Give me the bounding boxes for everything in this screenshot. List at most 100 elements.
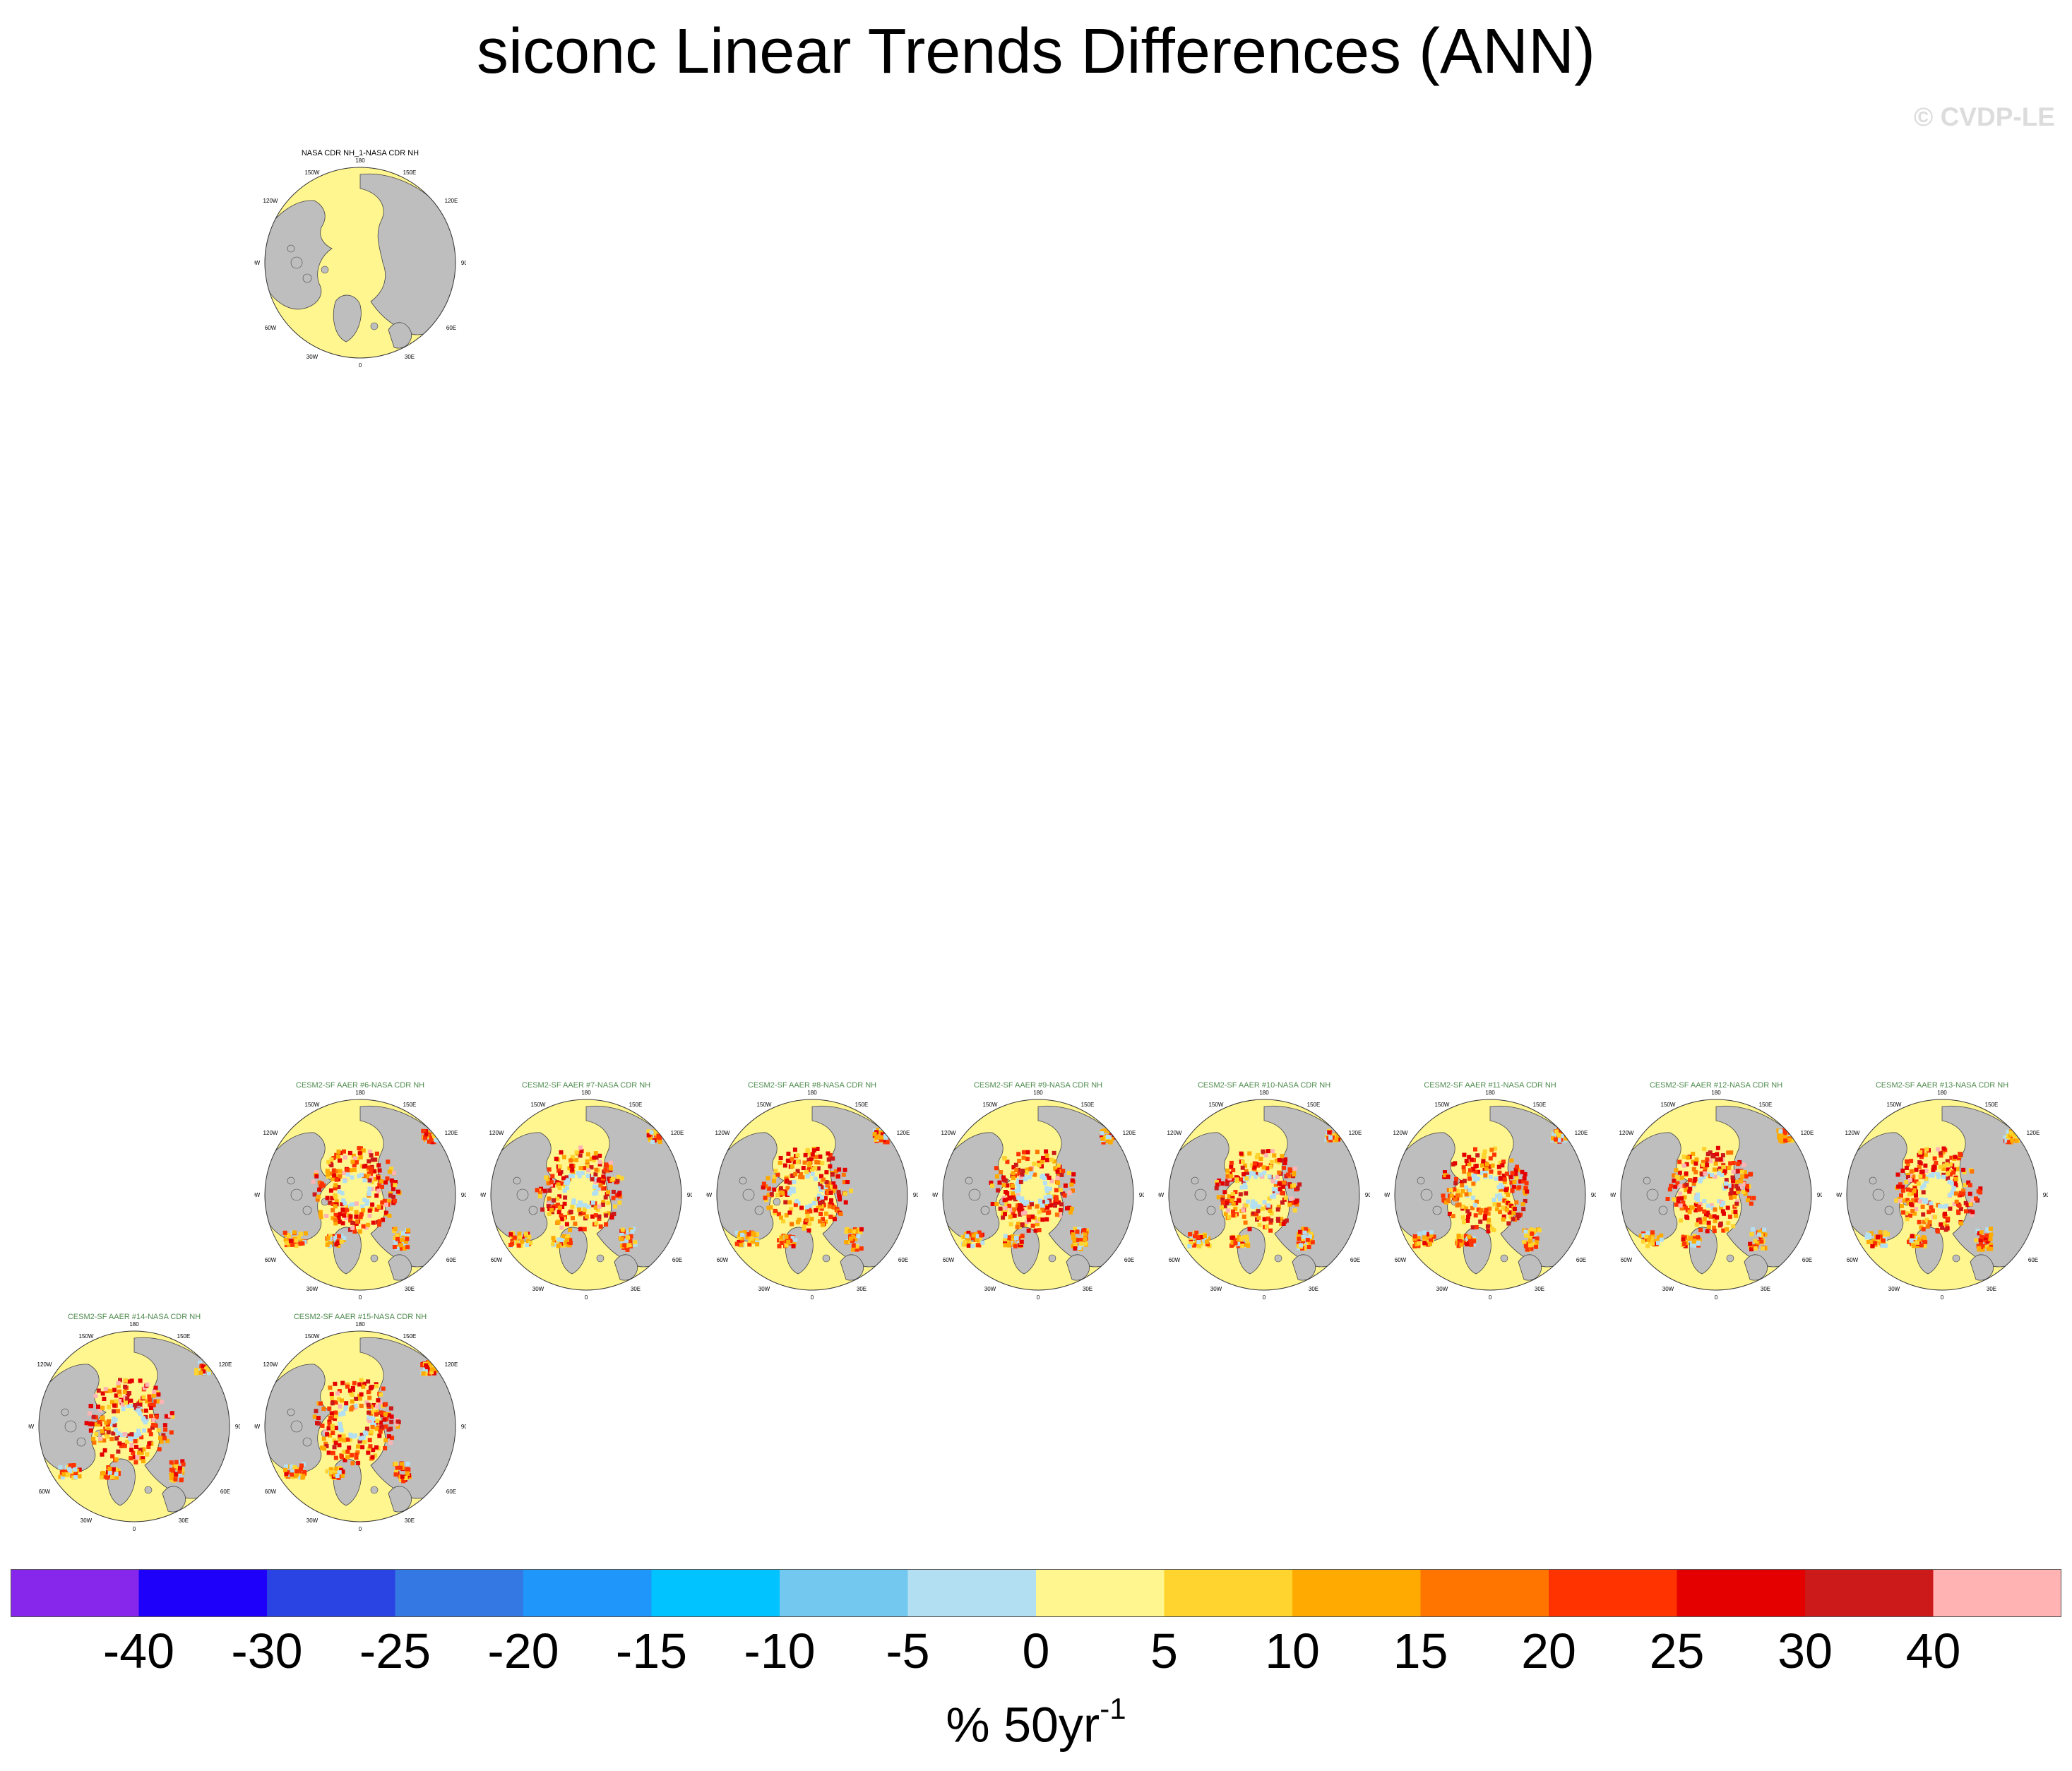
- trend-cell: [395, 1419, 400, 1424]
- colorbar-tick-label: -40: [102, 1623, 175, 1678]
- trend-cell: [318, 1184, 323, 1189]
- trend-cell: [805, 1172, 810, 1176]
- greenland-landmass: [333, 294, 362, 342]
- panel-title: CESM2-SF AAER #10-NASA CDR NH: [1197, 1081, 1331, 1090]
- trend-cell: [165, 1438, 170, 1443]
- trend-cell: [1044, 1217, 1049, 1222]
- longitude-label: 0: [359, 1294, 362, 1301]
- trend-cell: [1494, 1176, 1499, 1181]
- trend-cell: [1758, 1229, 1763, 1234]
- trend-cell: [554, 1157, 559, 1161]
- trend-cell: [340, 1381, 345, 1385]
- trend-cell: [423, 1371, 428, 1376]
- trend-cell: [317, 1187, 322, 1192]
- trend-cell: [561, 1234, 566, 1239]
- trend-cell: [336, 1185, 341, 1189]
- trend-cell: [299, 1467, 303, 1472]
- trend-cell: [1412, 1234, 1417, 1239]
- trend-cell: [1537, 1228, 1542, 1233]
- trend-cell: [1281, 1184, 1286, 1189]
- trend-cell: [1055, 1176, 1060, 1181]
- trend-cell: [389, 1167, 394, 1171]
- trend-cell: [1067, 1205, 1072, 1210]
- trend-cell: [374, 1426, 379, 1431]
- map-panel: CESM2-SF AAER #10-NASA CDR NH180090W90E1…: [1158, 1080, 1370, 1306]
- trend-cell: [1250, 1163, 1255, 1168]
- trend-cell: [116, 1383, 121, 1388]
- trend-cell: [1256, 1215, 1261, 1220]
- trend-cell: [1749, 1247, 1754, 1252]
- trend-cell: [1055, 1169, 1060, 1174]
- trend-cell: [370, 1424, 375, 1429]
- trend-cell: [1943, 1211, 1947, 1216]
- trend-cell: [564, 1222, 569, 1227]
- trend-cell: [810, 1152, 815, 1157]
- trend-cell: [1923, 1179, 1928, 1183]
- longitude-label: 150E: [403, 1102, 417, 1108]
- trend-cell: [1441, 1193, 1446, 1198]
- trend-cell: [1509, 1180, 1514, 1185]
- trend-cell: [1310, 1240, 1315, 1245]
- colorbar-tick-label: 30: [1778, 1623, 1833, 1678]
- trend-cell: [1467, 1212, 1472, 1217]
- trend-cell: [1958, 1152, 1963, 1157]
- trend-cell: [343, 1457, 347, 1462]
- trend-cell: [1054, 1195, 1059, 1200]
- trend-cell: [345, 1384, 350, 1389]
- trend-cell: [179, 1477, 184, 1482]
- trend-cell: [1470, 1167, 1475, 1171]
- panel-title: CESM2-SF AAER #12-NASA CDR NH: [1649, 1081, 1783, 1090]
- panel-title: CESM2-SF AAER #13-NASA CDR NH: [1875, 1081, 2009, 1090]
- trend-cell: [1488, 1156, 1493, 1161]
- trend-cell: [350, 1175, 355, 1180]
- trend-cell: [359, 1432, 364, 1437]
- trend-cell: [2013, 1134, 2017, 1139]
- trend-cell: [123, 1378, 128, 1383]
- trend-cell: [556, 1168, 561, 1173]
- trend-cell: [367, 1410, 371, 1415]
- trend-cell: [1473, 1147, 1477, 1152]
- trend-cell: [1012, 1207, 1017, 1212]
- trend-cell: [1192, 1243, 1197, 1248]
- trend-cell: [361, 1435, 366, 1440]
- trend-cell: [1777, 1135, 1782, 1140]
- colorbar-segment: [138, 1569, 268, 1617]
- trend-cell: [422, 1129, 427, 1133]
- trend-cell: [362, 1381, 367, 1386]
- colorbar-segment: [1677, 1569, 1806, 1617]
- trend-cell: [1916, 1181, 1921, 1186]
- trend-cell: [577, 1204, 582, 1209]
- trend-cell: [785, 1186, 790, 1191]
- trend-cell: [312, 1414, 317, 1419]
- trend-cell: [350, 1461, 355, 1466]
- trend-cell: [1077, 1227, 1082, 1232]
- trend-cell: [1702, 1217, 1707, 1222]
- trend-cell: [2008, 1133, 2013, 1138]
- trend-cell: [1965, 1203, 1970, 1208]
- trend-cell: [107, 1467, 112, 1472]
- trend-cell: [777, 1244, 782, 1248]
- trend-cell: [1261, 1149, 1266, 1154]
- trend-cell: [129, 1378, 134, 1383]
- longitude-label: 90E: [1591, 1192, 1596, 1198]
- trend-cell: [874, 1137, 879, 1142]
- trend-cell: [119, 1443, 124, 1448]
- trend-cell: [326, 1426, 331, 1431]
- trend-cell: [1932, 1166, 1937, 1171]
- trend-cell: [1037, 1160, 1042, 1165]
- trend-cell: [880, 1132, 885, 1137]
- trend-cell: [1656, 1241, 1660, 1246]
- trend-cell: [573, 1221, 578, 1226]
- trend-cell: [584, 1214, 589, 1219]
- trend-cell: [357, 1229, 362, 1234]
- trend-cell: [1970, 1210, 1975, 1215]
- trend-cell: [778, 1186, 783, 1191]
- trend-cell: [325, 1242, 330, 1247]
- trend-cell: [592, 1155, 597, 1160]
- trend-cell: [1881, 1238, 1886, 1243]
- trend-cell: [1254, 1212, 1259, 1217]
- trend-cell: [1306, 1228, 1311, 1233]
- longitude-label: 0: [811, 1294, 814, 1301]
- island-shape: [144, 1486, 153, 1494]
- trend-cell: [1058, 1188, 1063, 1192]
